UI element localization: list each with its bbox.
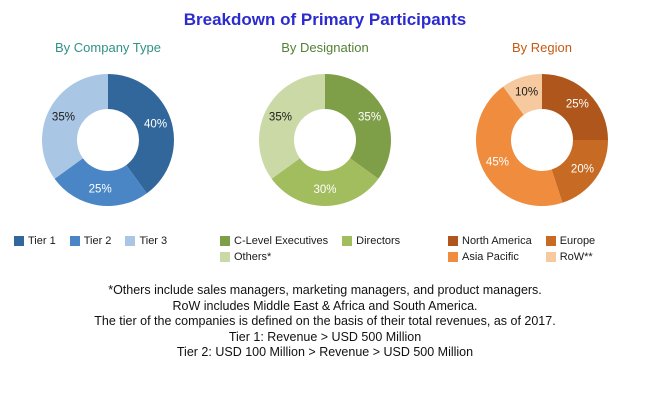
pie-slice-europe (551, 140, 608, 203)
legend-company-type: Tier 1 Tier 2 Tier 3 (6, 235, 167, 247)
slice-label-tier-3: 35% (52, 111, 75, 123)
slice-label-c-level-executives: 35% (358, 111, 381, 123)
donut-chart-svg: 40% 25% 35% (41, 74, 175, 207)
legend-item-row: RoW** (545, 251, 595, 263)
pie-slice-row (503, 74, 542, 115)
legend-swatch-c-level-executives (220, 236, 230, 246)
legend-swatch-tier-2 (69, 236, 80, 246)
donut-chart-svg: 25% 20% 45% 10% (475, 74, 608, 207)
legend-swatch-tier-1 (14, 236, 24, 246)
legend-label-others: Others* (234, 251, 272, 263)
slice-label-europe: 20% (571, 163, 594, 175)
footnote-tier1: Tier 1: Revenue > USD 500 Million (228, 329, 422, 344)
legend-swatch-others (220, 252, 230, 262)
legend-swatch-north-america (448, 236, 458, 246)
legend-swatch-directors (342, 236, 353, 246)
legend-item-asia-pacific: Asia Pacific (448, 251, 532, 263)
legend-item-tier-3: Tier 3 (125, 235, 167, 247)
chart-title-company-type: By Company Type (55, 40, 161, 55)
chart-company-type: By Company Type 40% 25% 35% Tier 1 Tier 2 Ti… (6, 40, 210, 263)
slice-label-asia-pacific: 45% (486, 157, 509, 169)
legend-item-north-america: North America (448, 235, 532, 247)
legend-item-tier-1: Tier 1 (14, 235, 56, 247)
donut-region: 25% 20% 45% 10% (467, 65, 617, 215)
footnote-tier-definition: The tier of the companies is defined on … (94, 314, 556, 328)
legend-swatch-tier-3 (125, 236, 136, 246)
legend-label-directors: Directors (356, 235, 401, 247)
donut-designation: 35% 30% 35% (250, 65, 400, 215)
chart-title-designation: By Designation (281, 40, 369, 55)
pie-slice-asia-pacific (475, 86, 563, 207)
slice-label-tier-1: 40% (144, 119, 167, 131)
legend-label-c-level-executives: C-Level Executives (234, 235, 329, 247)
slice-label-row: 10% (515, 86, 538, 98)
legend-region: North America Europe Asia Pacific RoW** (440, 235, 595, 263)
slice-label-north-america: 25% (566, 99, 589, 111)
legend-item-europe: Europe (545, 235, 596, 247)
legend-label-tier-1: Tier 1 (28, 235, 56, 247)
pie-slice-north-america (542, 74, 608, 140)
pie-slice-tier-3 (41, 74, 108, 179)
pie-slice-directors (271, 158, 379, 207)
chart-title-region: By Region (512, 40, 572, 55)
legend-label-asia-pacific: Asia Pacific (462, 251, 519, 263)
legend-label-europe: Europe (559, 235, 596, 247)
pie-slice-others (258, 74, 325, 179)
pie-slice-tier-2 (54, 158, 147, 207)
legend-swatch-row (545, 252, 556, 262)
footnote-others: *Others include sales managers, marketin… (108, 283, 542, 297)
slice-label-others: 35% (269, 111, 292, 123)
chart-region: By Region 25% 20% 45% 10% North America Euro… (440, 40, 644, 263)
chart-designation: By Designation 35% 30% 35% C-Level Executi… (212, 40, 438, 263)
donut-chart-svg: 35% 30% 35% (258, 74, 392, 207)
legend-swatch-europe (545, 236, 556, 246)
page-title: Breakdown of Primary Participants (183, 10, 467, 29)
charts-row: By Company Type 40% 25% 35% Tier 1 Tier 2 Ti… (0, 40, 650, 263)
legend-item-tier-2: Tier 2 (69, 235, 112, 247)
legend-label-row: RoW** (559, 251, 593, 263)
footnote-tier2: Tier 2: USD 100 Million > Revenue > USD … (176, 345, 474, 359)
slice-label-tier-2: 25% (89, 183, 112, 195)
donut-company-type: 40% 25% 35% (33, 65, 183, 215)
legend-label-tier-2: Tier 2 (83, 235, 112, 247)
pie-slice-c-level-executives (325, 74, 392, 179)
legend-label-tier-3: Tier 3 (139, 235, 168, 247)
legend-designation: C-Level Executives Directors Others* (212, 235, 400, 263)
legend-item-c-level-executives: C-Level Executives (220, 235, 328, 247)
legend-item-directors: Directors (342, 235, 400, 247)
legend-label-north-america: North America (462, 235, 532, 247)
legend-swatch-asia-pacific (448, 252, 458, 262)
footnotes: *Others include sales managers, marketin… (0, 283, 650, 361)
pie-slice-tier-1 (108, 74, 175, 194)
legend-item-others: Others* (220, 251, 328, 263)
footnote-row: RoW includes Middle East & Africa and So… (172, 298, 478, 313)
slice-label-directors: 30% (313, 184, 336, 196)
